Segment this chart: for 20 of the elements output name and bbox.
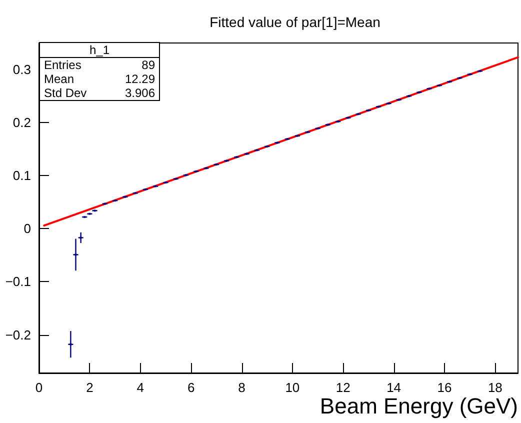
- x-tick-label: 2: [86, 380, 94, 395]
- x-tick-label: 4: [136, 380, 144, 395]
- x-axis-title: Beam Energy (GeV): [320, 394, 518, 418]
- y-tick-label: 0.3: [12, 62, 31, 78]
- x-tick-label: 18: [488, 380, 502, 395]
- x-tick-label: 6: [187, 380, 195, 395]
- chart-title: Fitted value of par[1]=Mean: [210, 14, 380, 30]
- y-tick-label: 0.2: [12, 115, 31, 130]
- x-tick-label: 14: [386, 380, 402, 395]
- y-tick-label: −0.1: [5, 274, 31, 290]
- x-tick-label: 10: [285, 380, 300, 395]
- y-tick-label: 0.1: [12, 168, 31, 184]
- annotation: h_1: [40, 43, 159, 58]
- stats-box: h_1 Entries 89 Mean 12.29 Std Dev 3.906: [39, 42, 160, 101]
- x-tick-label: 8: [238, 380, 246, 395]
- x-tick-label: 0: [35, 380, 43, 395]
- x-tick-label: 12: [336, 380, 350, 395]
- y-tick-label: −0.2: [5, 327, 31, 342]
- x-tick-label: 16: [437, 380, 452, 395]
- y-tick-label: 0: [24, 221, 31, 236]
